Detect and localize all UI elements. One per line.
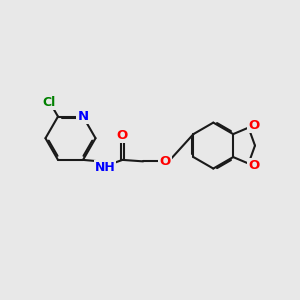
Text: O: O — [160, 155, 171, 168]
Text: O: O — [117, 129, 128, 142]
Text: O: O — [248, 119, 259, 132]
Text: NH: NH — [94, 161, 115, 174]
Text: O: O — [248, 159, 259, 172]
Text: N: N — [77, 110, 88, 123]
Text: Cl: Cl — [43, 96, 56, 109]
